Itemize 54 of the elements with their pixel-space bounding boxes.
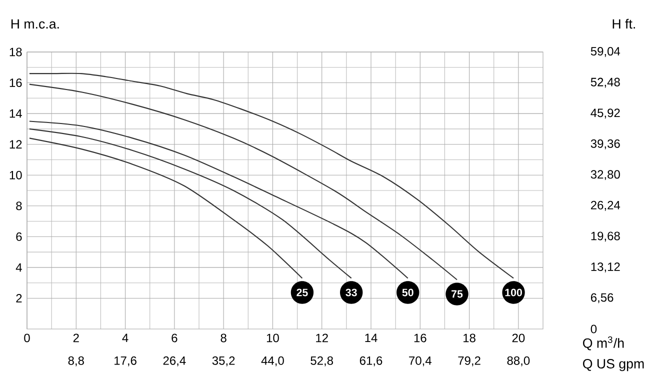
x-tick-label: 8: [220, 334, 226, 342]
y-tick-label: 12: [10, 140, 22, 149]
y2-tick-label: 13,12: [591, 262, 620, 272]
series-label: 33: [346, 288, 357, 296]
x-tick-label: 0: [24, 334, 30, 342]
y-tick-label: 10: [10, 170, 22, 180]
y2-tick-label: 32,80: [590, 170, 620, 180]
line-series: [28, 120, 408, 279]
y-tick-label: 18: [10, 48, 22, 56]
x2-tick-label: 35,2: [212, 356, 235, 366]
line-series: [28, 84, 458, 280]
y-tick-label: 16: [10, 78, 22, 88]
line-series: [28, 128, 352, 279]
y2-tick-label: 59,04: [590, 47, 620, 57]
series-label: 25: [296, 288, 308, 296]
x-axis-title: Q m$^{3}$/h: [583, 336, 624, 350]
y-tick-label: 4: [16, 263, 22, 272]
x2-tick-label: 52,8: [310, 356, 334, 366]
x-tick-label: 6: [172, 334, 178, 342]
x2-tick-label: 8,8: [68, 356, 84, 366]
x2-tick-label: 44,0: [261, 356, 284, 366]
y-axis-title: H m.c.a.: [11, 19, 59, 29]
x2-tick-label: 79,2: [458, 356, 480, 366]
line-series: [28, 138, 303, 279]
y2-tick-label: 45,92: [590, 108, 620, 118]
x2-tick-label: 88,0: [507, 356, 530, 366]
y-tick-label: 14: [10, 109, 22, 118]
series-label: 100: [505, 288, 522, 296]
x2-tick-label: 26,4: [163, 356, 186, 366]
x2-tick-label: 17,6: [114, 356, 136, 366]
x-tick-label: 14: [365, 334, 378, 342]
y-tick-label: 6: [16, 232, 22, 241]
y2-tick-label: 26,24: [590, 200, 620, 211]
x-tick-label: 18: [464, 334, 476, 342]
y2-axis-title: H ft.: [612, 18, 635, 29]
y2-tick-label: 19,68: [591, 232, 620, 242]
y2-tick-label: 6,56: [590, 293, 614, 304]
y-tick-label: 2: [16, 294, 22, 302]
x-tick-label: 4: [122, 334, 128, 342]
x-tick-label: 20: [512, 334, 525, 342]
series-label: 50: [402, 288, 414, 296]
x2-axis-title: Q US gpm: [583, 359, 644, 372]
x2-tick-label: 70,4: [409, 356, 432, 366]
line-series: [28, 72, 514, 279]
x-tick-label: 12: [316, 334, 328, 342]
y2-tick-label: 0: [590, 324, 597, 334]
y-tick-label: 8: [16, 202, 22, 210]
y2-tick-label: 39,36: [590, 139, 620, 150]
x-tick-label: 10: [266, 334, 279, 342]
y2-tick-label: 52,48: [590, 78, 620, 88]
x-tick-label: 2: [73, 334, 79, 342]
series-label: 75: [452, 290, 463, 298]
x-tick-label: 16: [414, 334, 426, 342]
x2-tick-label: 61,6: [360, 356, 382, 366]
